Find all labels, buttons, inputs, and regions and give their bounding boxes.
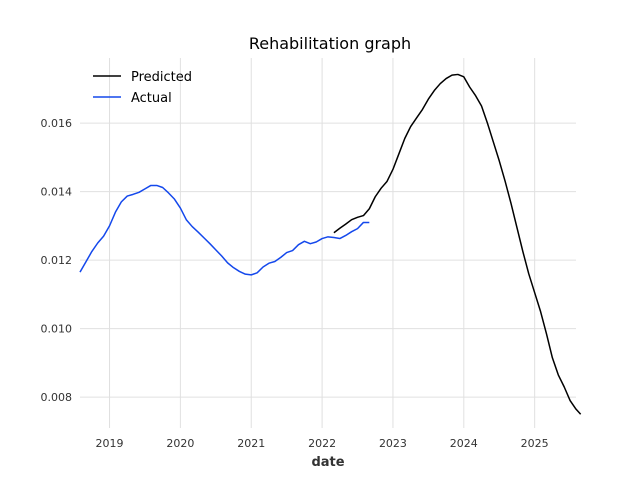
legend: Predicted Actual	[93, 70, 192, 106]
x-tick-label: 2021	[237, 437, 265, 450]
grid-layer	[80, 58, 576, 428]
series-line-actual	[79, 184, 370, 276]
series-layer	[79, 73, 582, 415]
x-axis-ticks: 2019 2020 2021 2022 2023 2024 2025	[96, 437, 549, 450]
series-line-predicted	[333, 73, 582, 415]
chart-title: Rehabilitation graph	[249, 34, 411, 53]
y-tick-label: 0.012	[41, 254, 73, 267]
x-tick-label: 2020	[166, 437, 194, 450]
x-tick-label: 2019	[96, 437, 124, 450]
y-tick-label: 0.008	[41, 391, 73, 404]
y-tick-label: 0.010	[41, 323, 73, 336]
x-axis-title: date	[311, 455, 344, 470]
y-tick-label: 0.016	[41, 117, 73, 130]
x-tick-label: 2022	[308, 437, 336, 450]
x-tick-label: 2024	[450, 437, 478, 450]
legend-label-actual: Actual	[131, 91, 172, 106]
legend-label-predicted: Predicted	[131, 70, 192, 85]
y-axis-ticks: 0.008 0.010 0.012 0.014 0.016	[41, 117, 73, 404]
x-tick-label: 2025	[521, 437, 549, 450]
x-tick-label: 2023	[379, 437, 407, 450]
y-tick-label: 0.014	[41, 186, 73, 199]
